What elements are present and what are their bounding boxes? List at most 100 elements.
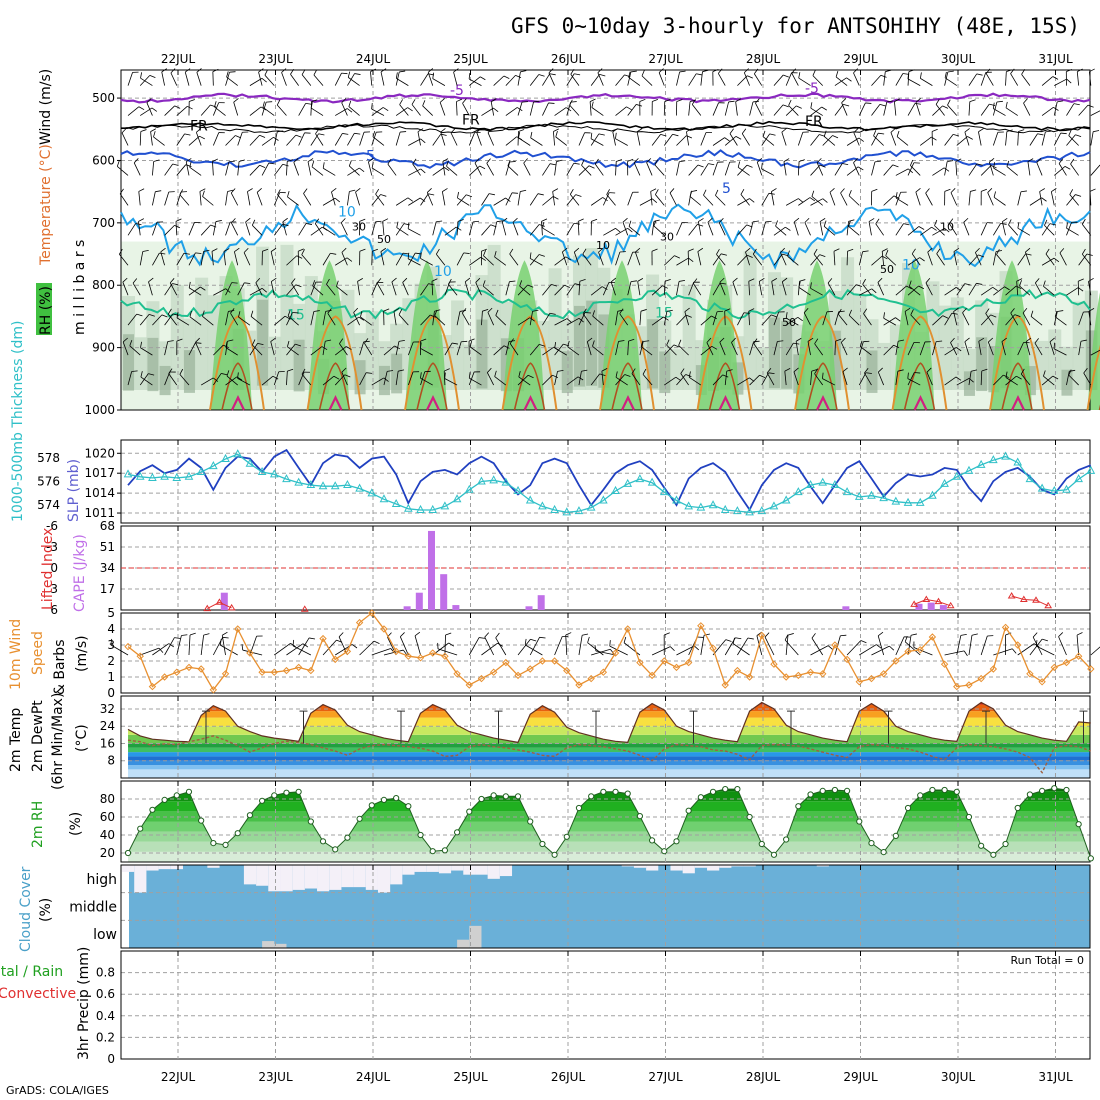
wind10m-barb <box>200 635 204 656</box>
upper-wind-barb-feather <box>823 130 827 137</box>
upper-wind-barb-feather <box>453 68 459 73</box>
wind10m-barb <box>286 643 304 656</box>
upper-wind-barb <box>261 162 270 176</box>
upper-wind-barb <box>348 77 360 86</box>
li-line <box>207 601 232 610</box>
upper-wind-barb <box>139 251 144 266</box>
upper-wind-barb <box>663 133 673 146</box>
thickness-point <box>574 506 584 515</box>
upper-wind-barb <box>955 161 958 176</box>
upper-wind-barb <box>274 315 286 326</box>
upper-wind-barb <box>968 371 972 386</box>
upper-wind-barb-feather <box>904 307 911 312</box>
upper-wind-barb <box>1078 341 1082 356</box>
wind10m-point <box>831 641 839 649</box>
upper-wind-barb <box>944 347 957 356</box>
bottom-date-label: 27JUL <box>648 1070 683 1084</box>
upper-wind-barb-feather <box>314 218 320 224</box>
upper-wind-barb-feather <box>797 317 803 322</box>
wind10m-point <box>1038 678 1046 686</box>
wind10m-barb-feather <box>735 637 742 640</box>
rh2m-point <box>831 786 839 794</box>
upper-wind-barb <box>567 346 580 356</box>
upper-wind-barb-feather <box>639 98 646 102</box>
wind10m-point <box>209 686 218 694</box>
upper-wind-barb <box>542 196 554 206</box>
rh-cell-mid <box>755 347 769 390</box>
thickness-point <box>464 484 474 493</box>
upper-wind-barb <box>548 72 555 86</box>
upper-wind-barb-feather <box>664 99 671 102</box>
upper-wind-barb <box>773 253 783 266</box>
upper-wind-barb <box>1049 341 1055 356</box>
upper-wind-barb <box>566 73 575 86</box>
upper-wind-barb-feather <box>729 128 734 134</box>
upper-wind-barb-feather <box>349 189 356 192</box>
thickness-label: 1000-500mb Thickness (dm) <box>10 321 26 522</box>
upper-wind-barb-feather <box>582 308 587 314</box>
upper-wind-barb <box>456 252 464 266</box>
wind10m-barb-feather <box>292 639 295 646</box>
upper-wind-barb <box>542 227 555 236</box>
upper-wind-barb <box>1090 131 1094 146</box>
upper-wind-barb-feather <box>301 69 306 75</box>
rh2m-point <box>856 818 863 825</box>
upper-wind-barb <box>1041 375 1054 386</box>
upper-wind-barb-feather <box>740 189 745 195</box>
upper-wind-barb <box>334 72 342 86</box>
wind10m-barb-feather <box>1032 632 1038 638</box>
upper-wind-barb <box>493 75 505 86</box>
wind10m-barb <box>152 643 170 656</box>
upper-wind-barb <box>1053 311 1058 326</box>
upper-wind-barb-feather <box>693 278 698 284</box>
wind10m-point <box>477 674 486 683</box>
upper-wind-barb-feather <box>174 224 181 229</box>
wind10m-barb <box>1029 638 1043 656</box>
wind10m-barb <box>484 636 495 656</box>
upper-wind-barb-feather <box>835 71 839 78</box>
upper-wind-barb-feather <box>765 220 772 223</box>
upper-wind-barb-feather <box>1006 129 1013 132</box>
upper-wind-barb <box>359 132 365 146</box>
rh2m-point <box>1038 787 1046 795</box>
upper-wind-barb-feather <box>407 197 414 202</box>
upper-wind-barb-feather <box>400 131 407 133</box>
upper-wind-barb-feather <box>711 345 718 350</box>
upper-wind-barb <box>680 373 689 386</box>
cloud-high-bar <box>633 865 647 868</box>
rh2m-point <box>770 851 778 858</box>
upper-wind-barb <box>290 74 299 86</box>
upper-wind-barb-feather <box>1030 310 1034 317</box>
li-ytick-label: 0 <box>50 561 58 575</box>
cloud-high-bar <box>390 865 403 885</box>
upper-wind-barb <box>395 371 399 386</box>
upper-wind-barb-feather <box>488 193 496 196</box>
upper-wind-barb-feather <box>512 217 518 223</box>
rh2m-point <box>1075 821 1082 828</box>
upper-wind-barb <box>920 78 933 86</box>
upper-wind-barb <box>252 344 263 356</box>
upper-wind-barb <box>140 77 153 86</box>
upper-wind-barb-feather <box>885 249 889 256</box>
upper-wind-barb <box>152 191 156 206</box>
contour-20 <box>599 315 655 411</box>
upper-wind-barb <box>517 102 523 116</box>
upper-wind-barb <box>848 226 860 236</box>
temp2m-line <box>127 701 1091 744</box>
upper-wind-barb <box>444 226 457 236</box>
upper-wind-barb <box>950 192 958 206</box>
upper-wind-barb <box>170 72 178 86</box>
upper-wind-barb <box>895 341 899 356</box>
wind10m-point <box>806 668 815 676</box>
upper-wind-barb <box>1019 285 1031 296</box>
upper-wind-barb <box>1023 102 1031 116</box>
upper-wind-barb-feather <box>798 72 801 79</box>
upper-wind-barb <box>529 254 540 266</box>
upper-wind-barb <box>152 221 158 236</box>
upper-wind-barb-feather <box>456 226 462 231</box>
upper-wind-barb <box>225 135 236 146</box>
upper-wind-barb-feather <box>907 372 909 379</box>
upper-wind-barb <box>615 161 617 176</box>
rh-cell-dark <box>829 330 841 391</box>
upper-wind-barb-feather <box>495 309 499 316</box>
